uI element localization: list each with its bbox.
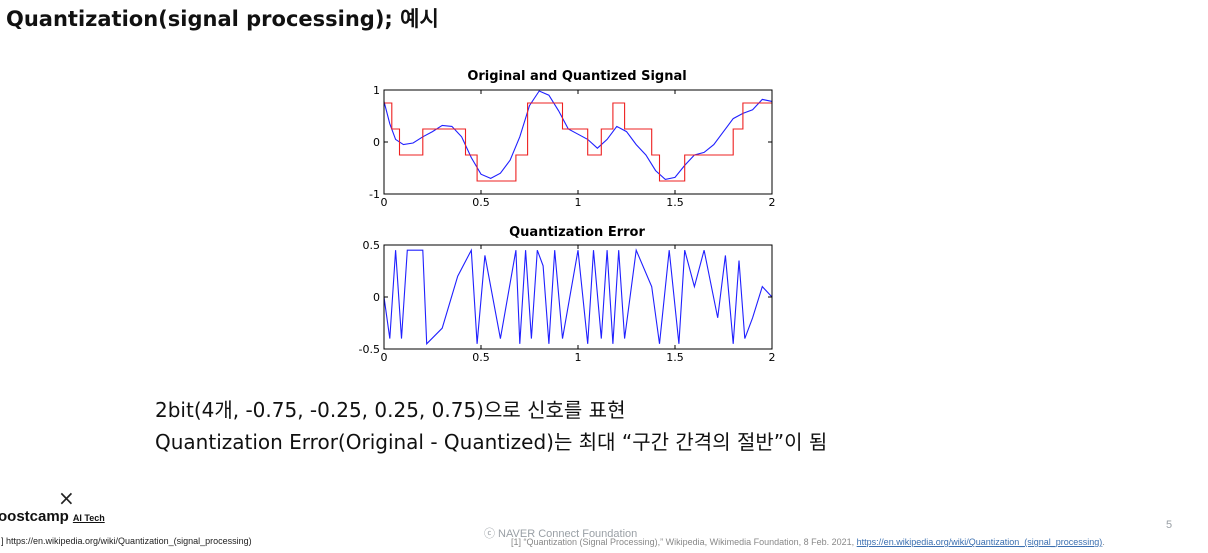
- footer-ref-text: [1] “Quantization (Signal Processing),” …: [511, 537, 857, 547]
- plot-frame: [383, 89, 773, 195]
- copyright-text: ⓒ NAVER Connect Foundation: [484, 528, 638, 540]
- chart-title-signal: Original and Quantized Signal: [467, 69, 686, 84]
- x-tick-label: 0.5: [472, 196, 490, 209]
- x-tick-label: 2: [769, 351, 776, 364]
- footer-ref-end: .: [1102, 537, 1105, 547]
- brand-sub: AI Tech: [72, 513, 105, 523]
- x-tick-label: 0: [381, 196, 388, 209]
- footer-ref-link[interactable]: https://en.wikipedia.org/wiki/Quantizati…: [856, 537, 1103, 547]
- caption: 2bit(4개, -0.75, -0.25, 0.25, 0.75)으로 신호를…: [155, 394, 1135, 458]
- x-tick-label: 1.5: [666, 196, 684, 209]
- x-tick-label: 1: [575, 351, 582, 364]
- y-tick-label: 0.5: [363, 239, 381, 252]
- slide-title: Quantization(signal processing); 예시: [6, 7, 439, 31]
- brand-logo: oostcamp AI Tech: [0, 508, 105, 525]
- brand-name: oostcamp: [0, 508, 69, 525]
- source-reference: ] https://en.wikipedia.org/wiki/Quantiza…: [1, 536, 252, 546]
- x-tick-label: 1.5: [666, 351, 684, 364]
- y-tick-label: 0: [373, 291, 380, 304]
- x-tick-label: 0: [381, 351, 388, 364]
- series-line-2: [384, 102, 772, 182]
- x-tick-label: 1: [575, 196, 582, 209]
- x-tick-label: 2: [769, 196, 776, 209]
- y-tick-label: -0.5: [359, 343, 380, 356]
- series-line-1: [383, 248, 773, 346]
- y-tick-label: -1: [369, 188, 380, 201]
- matlab-figure: Original and Quantized Signal 0 0.5 1 1.5 2 -…: [338, 62, 788, 372]
- y-tick-label: 0: [373, 136, 380, 149]
- logo-block: × oostcamp AI Tech ] https://en.wikipedia…: [0, 488, 340, 553]
- chart-title-error: Quantization Error: [509, 225, 645, 240]
- chart-svg: Original and Quantized Signal 0 0.5 1 1.5 2 -…: [359, 69, 776, 364]
- series-line-1: [383, 90, 773, 180]
- caption-line-1: 2bit(4개, -0.75, -0.25, 0.25, 0.75)으로 신호를…: [155, 398, 626, 422]
- page-number: 5: [1166, 519, 1173, 531]
- plot-quantization-error: 0 0.5 1 1.5 2-0.500.5: [359, 239, 776, 364]
- close-icon[interactable]: ×: [58, 486, 75, 510]
- plot-original-quantized: 0 0.5 1 1.5 2-101: [369, 84, 775, 209]
- footer-reference: [1] “Quantization (Signal Processing),” …: [511, 537, 1105, 547]
- x-tick-label: 0.5: [472, 351, 490, 364]
- caption-line-2: Quantization Error(Original - Quantized)…: [155, 430, 828, 454]
- y-tick-label: 1: [373, 84, 380, 97]
